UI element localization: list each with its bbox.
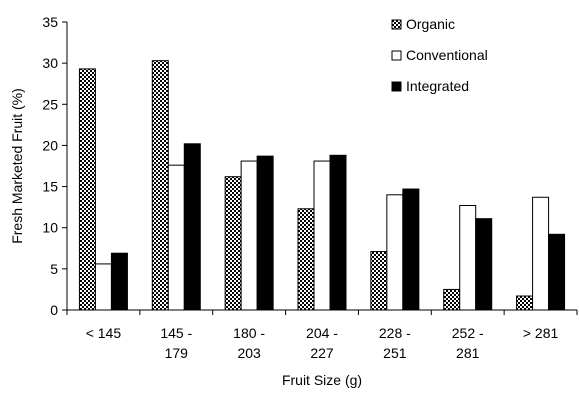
bar-organic-6 [516,295,534,311]
legend-label-integrated: Integrated [406,78,469,94]
legend-label-organic: Organic [406,16,455,32]
x-axis-title: Fruit Size (g) [282,372,362,388]
bar-organic-0 [78,68,96,311]
x-tick-label: 252 -281 [452,325,484,361]
bar-conventional-6 [532,196,550,311]
tick-labels-group: 0 5 10 15 20 25 30 35 < 145 145 -179 180 -203 204 -… [42,14,558,361]
legend-swatch-integrated [391,81,402,92]
legend-label-conventional: Conventional [406,47,488,63]
y-tick-label: 30 [42,55,58,71]
bar-integrated-5 [475,218,493,311]
y-tick-label: 35 [42,14,58,30]
axes-group [62,21,578,315]
bar-organic-2 [224,176,242,311]
bar-conventional-0 [94,263,112,311]
y-tick-label: 10 [42,220,58,236]
x-tick-label: 180 -203 [233,325,265,361]
bar-integrated-1 [183,143,201,311]
y-tick-label: 0 [50,302,58,318]
bar-organic-5 [443,288,461,311]
bar-integrated-2 [256,155,274,311]
legend-swatch-conventional [391,50,402,61]
bar-organic-1 [151,60,169,311]
x-tick-label: 228 -251 [379,325,411,361]
bar-integrated-0 [110,252,128,311]
bar-integrated-6 [548,233,566,311]
x-tick-label: > 281 [523,325,559,341]
y-tick-label: 20 [42,137,58,153]
x-tick-label: 145 -179 [160,325,192,361]
bar-conventional-5 [459,204,477,311]
bar-organic-3 [297,208,315,311]
y-tick-label: 25 [42,96,58,112]
bar-integrated-3 [329,154,347,311]
legend: Organic Conventional Integrated [391,16,488,94]
bar-conventional-4 [386,194,404,311]
y-tick-label: 15 [42,179,58,195]
bar-conventional-1 [167,164,185,311]
bars-group [78,60,566,311]
x-tick-label: 204 -227 [306,325,338,361]
bar-organic-4 [370,251,388,311]
bar-conventional-3 [313,160,331,311]
legend-swatch-organic [391,19,402,30]
bar-conventional-2 [240,160,258,311]
y-tick-label: 5 [50,261,58,277]
y-axis-title: Fresh Marketed Fruit (%) [9,88,25,244]
bar-integrated-4 [402,188,420,311]
x-tick-label: < 145 [86,325,122,341]
